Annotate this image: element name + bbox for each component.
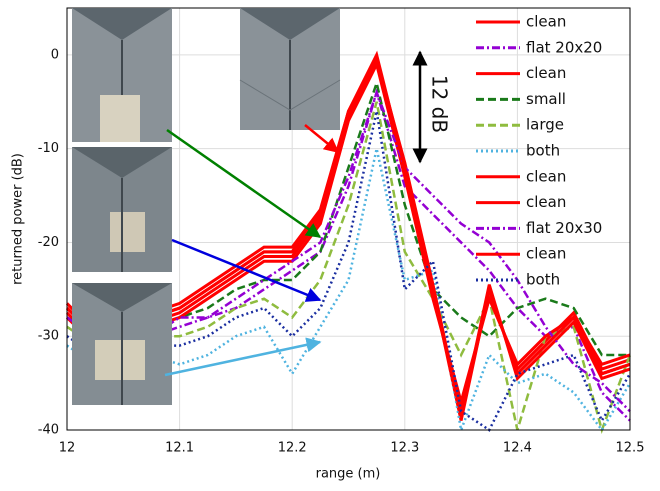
legend-label: small — [526, 90, 566, 108]
legend-label: flat 20x20 — [526, 38, 602, 56]
photo — [72, 283, 172, 405]
legend-label: flat 20x30 — [526, 219, 602, 237]
legend-label: clean — [526, 64, 566, 82]
x-axis-label: range (m) — [316, 467, 381, 482]
y-tick-label: -20 — [38, 235, 59, 250]
y-tick-label: 0 — [51, 47, 59, 62]
arrow — [167, 130, 320, 237]
x-tick-label: 12 — [59, 441, 76, 456]
x-tick-label: 12.5 — [616, 441, 645, 456]
x-tick-label: 12.1 — [165, 441, 194, 456]
annotation: 12 dB — [428, 75, 452, 133]
photo — [240, 8, 340, 130]
photo — [72, 147, 172, 272]
legend-label: both — [526, 142, 560, 160]
y-tick-label: -40 — [38, 423, 59, 438]
legend-label: clean — [526, 167, 566, 185]
y-axis-label: returned power (dB) — [11, 153, 26, 285]
legend-label: both — [526, 271, 560, 289]
legend-label: clean — [526, 193, 566, 211]
legend-label: clean — [526, 245, 566, 263]
arrow — [165, 342, 320, 375]
legend-label: clean — [526, 13, 566, 31]
legend-label: large — [526, 116, 564, 134]
y-tick-label: -10 — [38, 141, 59, 156]
x-tick-label: 12.2 — [278, 441, 307, 456]
photo — [72, 8, 172, 142]
y-tick-label: -30 — [38, 329, 59, 344]
chart: -40 -30 -20 -10 0 12 12.1 12.2 12.3 12.4 12.5 12 d… — [0, 0, 660, 487]
x-tick-label: 12.3 — [390, 441, 419, 456]
x-tick-label: 12.4 — [503, 441, 532, 456]
